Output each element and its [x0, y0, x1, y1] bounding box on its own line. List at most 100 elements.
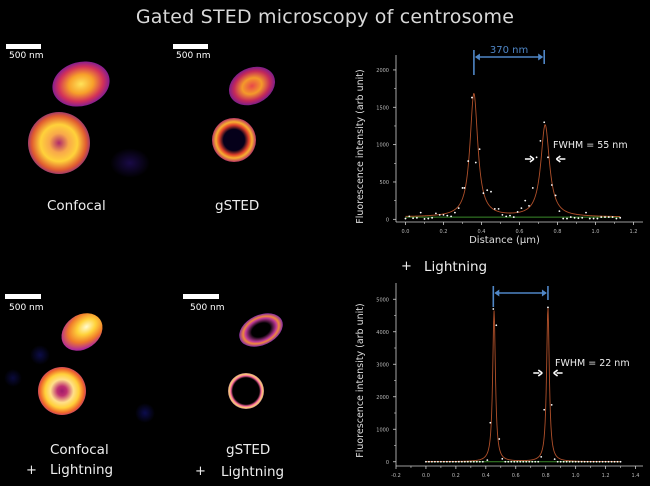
y-axis-label: Fluorescence intensity (arb unit): [355, 69, 366, 223]
y-tick-label: 2000: [376, 395, 389, 401]
line-profile-chart-gsted-lightning: 0 1000 2000 3000 4000 5000 -0.2 0.0 0.2 0.4 0.6 0.8…: [355, 283, 643, 479]
data-point: [425, 460, 427, 463]
data-point: [457, 460, 460, 463]
data-point: [489, 421, 492, 424]
centriole-blob: [54, 305, 110, 359]
data-point: [589, 460, 592, 463]
x-tick-label: 0.2: [440, 229, 448, 235]
data-point: [495, 324, 498, 327]
lightning-label: Lightning: [424, 259, 488, 275]
plus-sign: +: [195, 464, 206, 479]
data-point: [516, 460, 519, 463]
gsted-caption: gSTED: [215, 198, 260, 214]
line-profile-chart-gsted: 0 500 1000 1500 2000 0.0 0.2 0.4 0.6 0.8 1.0 1.2 Flu…: [355, 45, 643, 246]
y-tick-label: 500: [379, 180, 389, 186]
data-point: [558, 210, 561, 213]
data-point: [598, 460, 601, 463]
gsted-lightning-image: [168, 285, 330, 435]
data-point: [592, 460, 595, 463]
y-tick-label: 4000: [376, 330, 389, 336]
data-point: [467, 160, 470, 162]
data-point: [565, 460, 568, 463]
data-point: [607, 216, 610, 218]
scale-bar: [6, 44, 41, 49]
y-tick-label: 1000: [376, 427, 389, 433]
fit-curve: [425, 307, 621, 463]
data-point: [588, 217, 591, 220]
data-point: [571, 460, 574, 463]
background-speckle: [30, 345, 50, 365]
data-point: [408, 215, 411, 218]
scale-bar: [183, 294, 219, 299]
data-point: [461, 187, 464, 189]
y-tick-label: 5000: [376, 297, 389, 303]
arrow-head-left: [494, 289, 500, 297]
data-point: [528, 204, 530, 207]
data-point: [550, 403, 553, 406]
data-point: [493, 207, 496, 210]
data-point: [568, 460, 571, 463]
data-point: [619, 216, 622, 219]
fwhm-arrow-left: [533, 369, 543, 377]
data-point: [559, 460, 562, 463]
x-tick-label: 0.2: [452, 473, 460, 479]
data-point: [440, 460, 442, 463]
data-point: [446, 214, 449, 217]
arrow-head-left: [474, 53, 480, 61]
data-point: [478, 148, 481, 151]
data-point: [562, 460, 565, 463]
data-point: [595, 460, 598, 463]
figure-title: Gated STED microscopy of centrosome: [135, 6, 515, 28]
data-point: [566, 217, 568, 220]
background-speckle: [135, 403, 155, 423]
scale-bar-label: 500 nm: [190, 303, 225, 313]
scale-bar-label: 500 nm: [9, 303, 44, 313]
x-tick-label: 0.8: [542, 473, 550, 479]
x-axis-label: Distance (µm): [469, 235, 540, 246]
data-point: [509, 214, 511, 217]
x-tick-label: 0.0: [402, 229, 410, 235]
data-point: [528, 460, 531, 463]
data-point: [577, 217, 580, 220]
confocal-image: [0, 38, 160, 198]
data-point: [481, 460, 484, 463]
centriole-ring: [212, 118, 256, 162]
scale-bar-label: 500 nm: [176, 51, 211, 61]
data-point: [482, 192, 485, 195]
centriole-ring: [228, 373, 264, 409]
data-point: [471, 96, 473, 99]
centriole-blob: [233, 306, 289, 354]
data-point: [607, 460, 610, 463]
x-tick-label: 1.0: [572, 473, 580, 479]
data-point: [611, 216, 614, 218]
lightning-label: Lightning: [221, 464, 285, 480]
background-speckle: [110, 148, 150, 178]
centriole-ring: [38, 367, 86, 415]
data-point: [543, 408, 546, 411]
fwhm-arrow-right: [555, 155, 566, 163]
data-point: [580, 460, 583, 463]
data-point: [600, 216, 603, 218]
data-point: [501, 213, 504, 216]
data-point: [616, 460, 619, 463]
data-point: [435, 212, 437, 215]
data-point: [569, 216, 572, 218]
data-point: [457, 207, 460, 210]
data-point: [438, 213, 441, 216]
data-point: [553, 458, 556, 461]
data-point: [562, 217, 565, 220]
data-point: [543, 121, 546, 124]
data-point: [510, 460, 513, 463]
x-tick-label: 0.4: [482, 473, 490, 479]
data-point: [505, 215, 508, 218]
data-point: [573, 216, 576, 219]
x-tick-label: 1.2: [630, 229, 638, 235]
data-point: [490, 190, 492, 193]
x-tick-label: 1.2: [602, 473, 610, 479]
data-point: [534, 460, 537, 463]
data-point: [504, 460, 507, 463]
plus-sign: +: [401, 259, 412, 274]
fwhm-arrow-right: [553, 369, 563, 377]
y-tick-label: 0: [386, 460, 389, 466]
data-point: [419, 211, 422, 214]
